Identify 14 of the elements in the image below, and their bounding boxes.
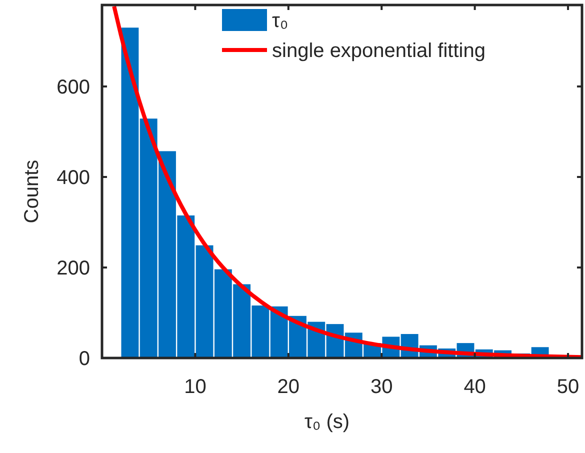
x-tick-label: 10 [184,376,206,398]
y-tick-label: 200 [56,257,90,280]
legend-label: single exponential fitting [272,40,486,62]
y-tick-label: 600 [56,76,90,98]
y-axis-title: Counts [21,160,43,224]
x-tick-label: 20 [277,376,300,398]
y-tick-label: 0 [78,348,90,370]
x-tick-label: 40 [464,376,486,398]
y-tick-label: 400 [56,166,90,189]
legend-label: τ₀ [272,10,288,32]
x-tick-label: 30 [370,376,393,398]
x-tick-label: 50 [556,376,580,398]
line-series [112,5,582,358]
x-axis-title: τ₀ (s) [304,411,350,433]
